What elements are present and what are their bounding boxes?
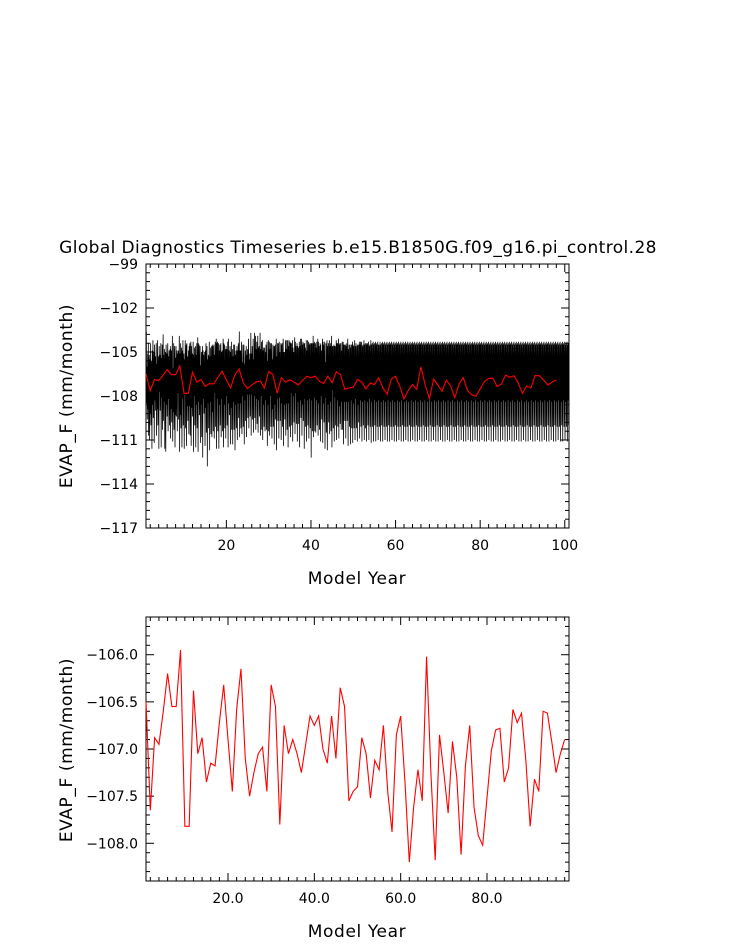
bottom-panel: −106.0 −106.5 −107.0 −107.5 −108.0 20.0 40.0 6… — [57, 616, 570, 942]
bottom-x-axis-label: Model Year — [308, 922, 406, 942]
top-y-axis: −99 −102 −105 −108 −111 −114 −117 — [100, 257, 569, 537]
bottom-y-axis: −106.0 −106.5 −107.0 −107.5 −108.0 — [86, 616, 569, 882]
bot-series-line-0 — [145, 649, 566, 863]
bot-y-tick-label: −106.5 — [86, 695, 138, 711]
bot-y-tick-label: −106.0 — [86, 648, 138, 664]
bot-x-tick-label: 20.0 — [212, 891, 243, 907]
top-panel: −99−102−105−108−111−114−117 20 40 60 80 100 … — [57, 257, 578, 589]
top-x-axis: 20 40 60 80 100 — [149, 264, 578, 554]
top-x-tick-label: 40 — [302, 538, 320, 554]
bot-y-tick-label: −107.5 — [86, 789, 138, 805]
top-series-group — [145, 331, 570, 467]
bottom-x-axis: 20.0 40.0 60.0 80.0 — [149, 617, 566, 907]
top-y-tick-label: −111 — [100, 433, 138, 449]
top-y-tick-label: −117 — [100, 521, 138, 537]
top-y-tick-label: −114 — [100, 477, 139, 493]
top-x-axis-label: Model Year — [308, 569, 406, 589]
top-series-line-1 — [145, 364, 557, 401]
bot-y-tick-label: −107.0 — [86, 742, 138, 758]
top-y-tick-label: −99 — [108, 257, 138, 273]
bot-x-tick-label: 80.0 — [471, 891, 502, 907]
bottom-y-axis-label: EVAP_F (mm/month) — [57, 658, 77, 842]
bot-x-tick-label: 60.0 — [385, 891, 416, 907]
top-y-axis-label: EVAP_F (mm/month) — [57, 304, 77, 488]
top-y-tick-label: −108 — [100, 389, 138, 405]
top-x-tick-label: 100 — [551, 538, 578, 554]
top-series-line-0 — [145, 331, 570, 467]
bottom-series-group — [145, 649, 566, 863]
top-x-tick-label: 20 — [217, 538, 235, 554]
top-x-tick-label: 60 — [387, 538, 405, 554]
bot-x-tick-label: 40.0 — [299, 891, 330, 907]
figure-title: Global Diagnostics Timeseries b.e15.B185… — [59, 238, 657, 258]
top-y-tick-label: −102 — [100, 301, 138, 317]
bot-y-tick-label: −108.0 — [86, 836, 138, 852]
top-x-tick-label: 80 — [471, 538, 489, 554]
top-y-tick-label: −105 — [100, 345, 138, 361]
